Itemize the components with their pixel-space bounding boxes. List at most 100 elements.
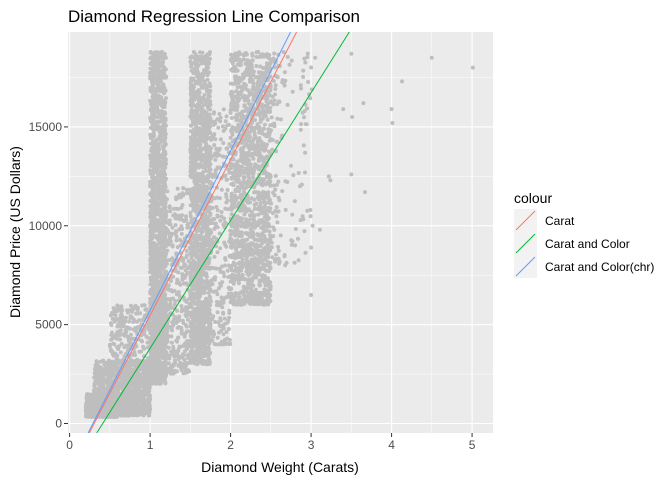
data-point bbox=[206, 63, 210, 67]
data-point bbox=[180, 307, 184, 311]
data-point bbox=[170, 353, 174, 357]
data-point bbox=[167, 346, 171, 350]
data-point bbox=[155, 381, 159, 385]
data-point bbox=[152, 161, 156, 165]
data-point bbox=[157, 274, 161, 278]
data-point bbox=[161, 266, 165, 270]
data-point bbox=[179, 345, 183, 349]
data-point bbox=[93, 382, 97, 386]
data-point bbox=[151, 243, 155, 247]
data-point bbox=[184, 214, 188, 218]
data-point bbox=[159, 215, 163, 219]
data-point bbox=[202, 360, 206, 364]
data-point bbox=[161, 169, 165, 173]
data-point bbox=[120, 342, 124, 346]
data-point bbox=[156, 189, 160, 193]
data-point bbox=[190, 203, 194, 207]
data-point bbox=[182, 353, 186, 357]
data-point bbox=[150, 142, 154, 146]
data-point bbox=[170, 320, 174, 324]
data-point bbox=[154, 147, 158, 151]
data-point bbox=[152, 177, 156, 181]
data-point bbox=[156, 322, 160, 326]
data-point bbox=[154, 252, 158, 256]
data-point bbox=[200, 99, 204, 103]
data-point bbox=[141, 371, 145, 375]
data-point bbox=[183, 276, 187, 280]
data-point bbox=[218, 219, 222, 223]
data-point bbox=[174, 339, 178, 343]
data-point bbox=[138, 389, 142, 393]
data-point bbox=[129, 359, 133, 363]
data-point bbox=[138, 378, 142, 382]
data-point bbox=[178, 217, 182, 221]
data-point bbox=[156, 238, 160, 242]
data-point bbox=[185, 362, 189, 366]
data-point bbox=[125, 372, 129, 376]
data-point bbox=[166, 333, 170, 337]
data-point bbox=[176, 270, 180, 274]
data-point bbox=[163, 152, 167, 156]
data-point bbox=[115, 362, 119, 366]
data-point bbox=[112, 342, 116, 346]
data-point bbox=[162, 142, 166, 146]
data-point bbox=[141, 383, 145, 387]
data-point bbox=[192, 109, 196, 113]
data-point bbox=[131, 395, 135, 399]
data-point bbox=[140, 340, 144, 344]
data-point bbox=[188, 60, 192, 64]
data-point bbox=[171, 349, 175, 353]
data-point bbox=[190, 256, 194, 260]
data-point bbox=[149, 115, 153, 119]
data-point bbox=[177, 357, 181, 361]
data-point bbox=[152, 131, 156, 135]
data-point bbox=[130, 405, 134, 409]
data-point bbox=[151, 95, 155, 99]
data-point bbox=[178, 283, 182, 287]
data-point bbox=[149, 228, 153, 232]
data-point bbox=[150, 169, 154, 173]
data-point bbox=[151, 156, 155, 160]
data-point bbox=[114, 410, 118, 414]
data-point bbox=[208, 84, 212, 88]
data-point bbox=[194, 361, 198, 365]
data-point bbox=[198, 228, 202, 232]
data-point bbox=[180, 328, 184, 332]
data-point bbox=[177, 325, 181, 329]
data-point bbox=[162, 371, 166, 375]
data-point bbox=[131, 401, 135, 405]
data-point bbox=[209, 103, 213, 107]
data-point bbox=[169, 289, 173, 293]
data-point bbox=[152, 324, 156, 328]
data-point bbox=[171, 371, 175, 375]
data-point bbox=[111, 352, 115, 356]
data-point bbox=[149, 184, 153, 188]
data-point bbox=[149, 62, 153, 66]
data-point bbox=[205, 275, 209, 279]
data-point bbox=[191, 139, 195, 143]
data-point bbox=[119, 321, 123, 325]
data-point bbox=[151, 233, 155, 237]
data-point bbox=[157, 370, 161, 374]
data-point bbox=[208, 295, 212, 299]
data-point bbox=[175, 318, 179, 322]
data-point bbox=[206, 354, 210, 358]
data-point bbox=[151, 328, 155, 332]
data-point bbox=[163, 365, 167, 369]
data-point bbox=[110, 331, 114, 335]
data-point bbox=[134, 312, 138, 316]
data-point bbox=[148, 394, 152, 398]
data-point bbox=[107, 375, 111, 379]
data-point bbox=[149, 279, 153, 283]
data-point bbox=[155, 219, 159, 223]
data-point bbox=[94, 371, 98, 375]
data-point bbox=[127, 320, 131, 324]
data-point bbox=[181, 319, 185, 323]
data-point bbox=[189, 84, 193, 88]
data-point bbox=[156, 61, 160, 65]
data-point bbox=[161, 61, 165, 65]
data-point bbox=[119, 313, 123, 317]
data-point bbox=[156, 357, 160, 361]
